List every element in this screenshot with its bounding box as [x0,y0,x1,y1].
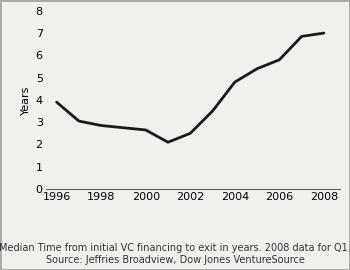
Y-axis label: Years: Years [21,85,31,114]
Text: Median Time from initial VC financing to exit in years. 2008 data for Q1.
Source: Median Time from initial VC financing to… [0,243,350,265]
